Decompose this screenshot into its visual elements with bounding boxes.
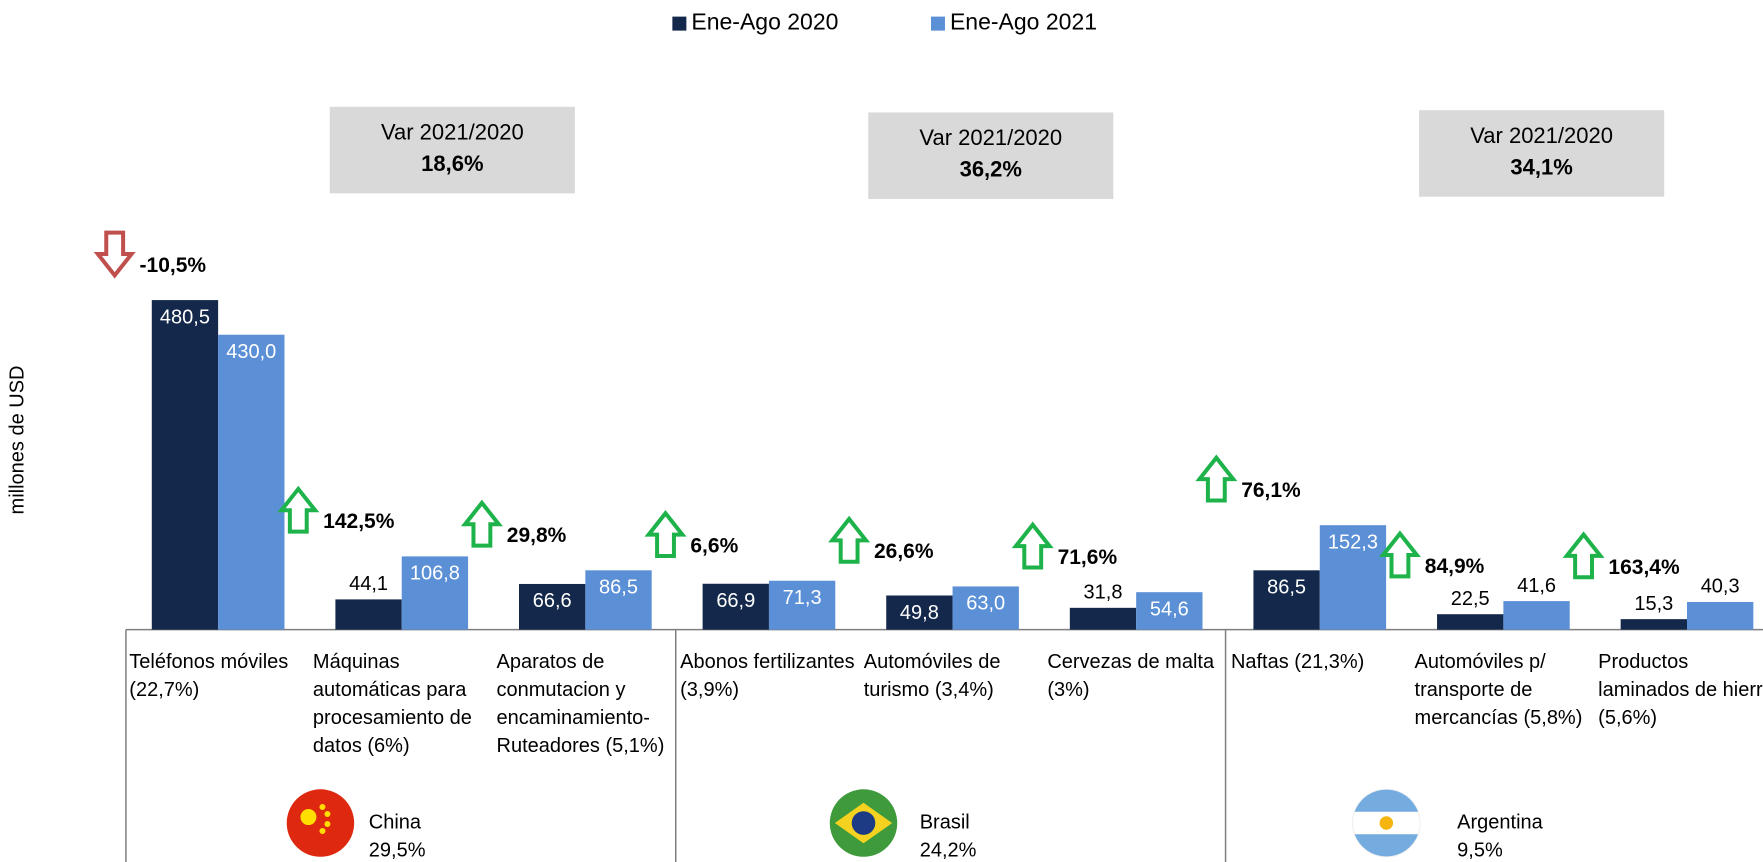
variation-label: 29,8%: [507, 524, 567, 547]
variation-label: 163,4%: [1608, 556, 1680, 579]
flag-stripe: [1354, 834, 1419, 857]
value-label: 71,3: [783, 587, 822, 609]
value-label: 430,0: [226, 341, 276, 363]
x-tick-label: Automóviles de turismo (3,4%): [863, 650, 1001, 701]
x-tick-label: Naftas (21,3%): [1230, 650, 1365, 673]
value-label: 152,3: [1328, 531, 1378, 553]
bar: [1319, 525, 1387, 630]
flag-star: [300, 809, 317, 826]
bar: [519, 583, 586, 630]
flag-stripe: [1354, 789, 1419, 812]
variation-label: -10,5%: [140, 254, 207, 277]
x-tick-label: Cervezas de malta (3%): [1047, 650, 1215, 701]
x-tick-label: Máquinas automáticas para procesamiento …: [312, 650, 472, 757]
country-share: 9,5%: [1457, 839, 1503, 861]
x-tick-label: Productos laminados de hierro (5,6%): [1598, 650, 1763, 729]
variation-box-title: Var 2021/2020: [919, 125, 1062, 150]
bar: [702, 583, 769, 630]
bar: [1686, 602, 1754, 630]
x-tick-label: Teléfonos móviles (22,7%): [129, 650, 289, 701]
flag: [1352, 788, 1421, 858]
variation-arrow: [828, 515, 871, 564]
group-variation: 34,1%: [1510, 154, 1572, 179]
variation-arrow: [1562, 531, 1605, 580]
variation-arrow: [460, 499, 503, 548]
bar: [151, 300, 219, 630]
country-name: Argentina: [1457, 811, 1543, 833]
value-label: 40,3: [1701, 576, 1740, 598]
bar: [1620, 619, 1687, 630]
variation-arrow: [1195, 454, 1238, 503]
value-label: 22,5: [1451, 588, 1490, 610]
flag-sun: [1379, 816, 1394, 830]
bar: [1503, 601, 1570, 630]
bar: [1253, 570, 1320, 630]
group-variation: 36,2%: [960, 157, 1022, 182]
variation-arrow: [644, 510, 687, 559]
value-label: 41,6: [1517, 575, 1556, 597]
variation-arrow: [1378, 530, 1421, 579]
value-label: 54,6: [1150, 598, 1189, 620]
bar: [886, 595, 953, 630]
flag-star: [319, 828, 326, 835]
flag-star: [319, 804, 326, 811]
value-label: 49,8: [900, 602, 939, 624]
value-label: 86,5: [599, 577, 638, 599]
bar: [1069, 607, 1137, 630]
variation-label: 26,6%: [874, 540, 934, 563]
bar: [218, 334, 285, 630]
variation-box: [1419, 110, 1665, 197]
variation-label: 6,6%: [690, 535, 738, 558]
country-name: China: [369, 811, 422, 833]
legend-label: Ene-Ago 2020: [691, 9, 838, 35]
value-label: 63,0: [966, 593, 1005, 615]
bar: [585, 570, 652, 630]
variation-label: 71,6%: [1058, 546, 1118, 569]
variation-label: 142,5%: [323, 510, 395, 533]
variation-arrow: [93, 230, 136, 279]
variation-box-title: Var 2021/2020: [381, 120, 524, 145]
value-label: 44,1: [349, 573, 388, 595]
variation-box: [868, 112, 1114, 200]
value-label: 66,9: [716, 590, 755, 612]
flag-star: [324, 821, 331, 828]
flag: [286, 789, 355, 857]
value-label: 15,3: [1634, 593, 1673, 615]
bar: [768, 580, 836, 630]
variation-label: 76,1%: [1241, 479, 1301, 502]
value-label: 480,5: [160, 306, 210, 328]
variation-label: 84,9%: [1425, 555, 1485, 578]
x-tick-label: Abonos fertilizantes (3,9%): [680, 650, 855, 701]
variation-arrow: [1011, 521, 1054, 570]
flag: [829, 789, 898, 857]
flag-globe: [851, 811, 876, 835]
group-variation: 18,6%: [421, 151, 483, 176]
value-label: 86,5: [1267, 577, 1306, 599]
flag-bg: [286, 789, 355, 857]
country-share: 29,5%: [369, 839, 426, 861]
variation-arrow: [277, 485, 320, 534]
legend-swatch: [672, 16, 687, 31]
flag-star: [324, 811, 331, 818]
bar: [952, 586, 1019, 630]
country-name: Brasil: [920, 811, 970, 833]
y-axis-label: millones de USD: [6, 366, 28, 515]
bar: [1136, 592, 1203, 630]
legend-label: Ene-Ago 2021: [950, 9, 1097, 35]
value-label: 66,6: [533, 590, 572, 612]
legend-swatch: [930, 16, 945, 31]
country-share: 24,2%: [920, 839, 977, 861]
bar: [1437, 614, 1504, 630]
value-label: 106,8: [410, 563, 460, 585]
bar: [401, 556, 469, 630]
variation-box: [329, 106, 575, 194]
x-tick-label: Aparatos de conmutacion y encaminamiento…: [496, 650, 665, 757]
x-tick-label: Automóviles p/ transporte de mercancías …: [1414, 650, 1583, 729]
variation-box-title: Var 2021/2020: [1470, 123, 1613, 148]
bar: [335, 599, 402, 630]
value-label: 31,8: [1084, 581, 1123, 603]
